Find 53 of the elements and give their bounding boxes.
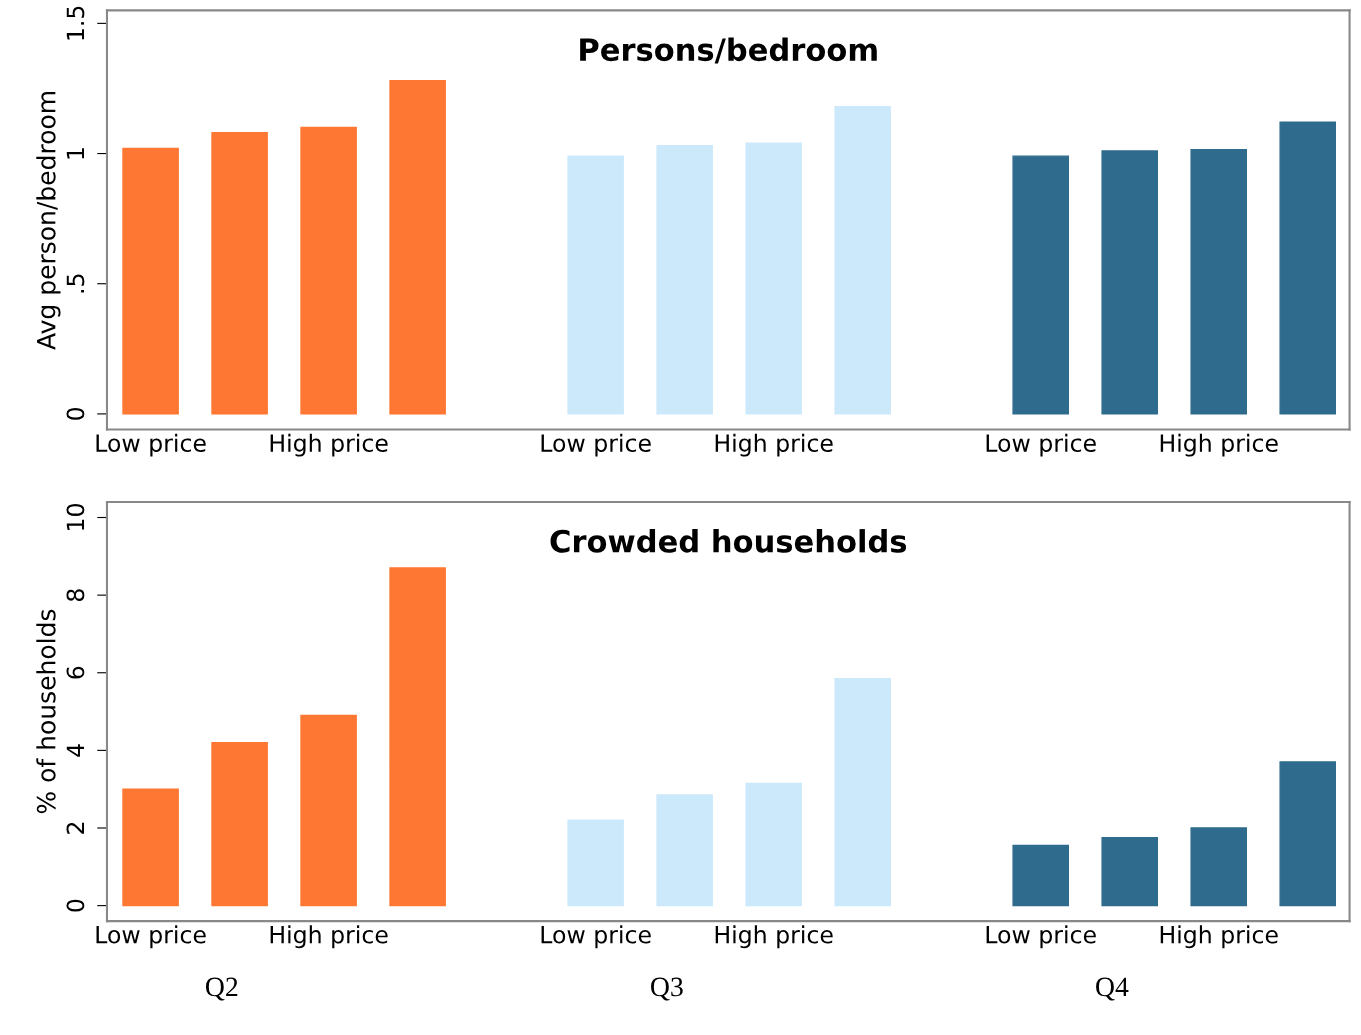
bar [834, 677, 891, 907]
y-tick-label: .5 [66, 274, 85, 293]
x-tick-label: Low price [986, 925, 1096, 949]
text: Q3 [651, 977, 683, 1001]
y-tick-label: 0 [66, 407, 85, 420]
text: Crowded households [550, 529, 907, 553]
y-tick-label: 10 [66, 504, 85, 530]
bar [211, 132, 268, 415]
bar [656, 794, 713, 907]
bar [122, 147, 179, 415]
y-axis-title: % of households [36, 609, 56, 814]
bar [1012, 844, 1069, 907]
x-tick-label: High price [270, 433, 388, 457]
x-tick-label: Low price [96, 433, 206, 457]
bar [300, 714, 357, 907]
text: Q2 [205, 977, 238, 1001]
y-tick-label: 6 [66, 666, 85, 679]
bar [1279, 121, 1337, 415]
y-tick-label: 1 [66, 148, 85, 159]
bar [1190, 148, 1248, 415]
y-tick-label: 8 [66, 589, 85, 602]
y-axis-title: Avg person/bedroom [36, 92, 61, 350]
text: Q4 [1096, 977, 1129, 1001]
x-tick-label: Low price [541, 433, 651, 457]
y-tick-label: 0 [66, 899, 85, 912]
bar [745, 142, 802, 415]
bar [656, 145, 713, 415]
x-tick-label: High price [715, 433, 833, 457]
bar [1012, 155, 1069, 415]
text: Persons/bedroom [580, 37, 877, 64]
bar [1101, 150, 1158, 415]
bar [1101, 837, 1158, 907]
y-tick-label: 2 [66, 822, 85, 834]
y-tick-label: 1.5 [66, 6, 85, 40]
bar [567, 819, 624, 907]
bar [122, 788, 179, 907]
bar [1190, 827, 1248, 907]
x-tick-label: Low price [541, 925, 651, 949]
bar [300, 126, 357, 415]
bar [389, 79, 446, 415]
bar [745, 782, 802, 907]
bar [834, 105, 891, 415]
bar [567, 155, 624, 415]
x-tick-label: High price [1160, 925, 1278, 949]
x-tick-label: Low price [96, 925, 206, 949]
x-tick-label: High price [1160, 433, 1278, 457]
y-tick-label: 4 [66, 744, 85, 757]
x-tick-label: Low price [986, 433, 1096, 457]
x-tick-label: High price [270, 925, 388, 949]
x-tick-label: High price [715, 925, 833, 949]
bar [211, 741, 268, 907]
bar [389, 567, 446, 907]
bar [1279, 761, 1337, 907]
